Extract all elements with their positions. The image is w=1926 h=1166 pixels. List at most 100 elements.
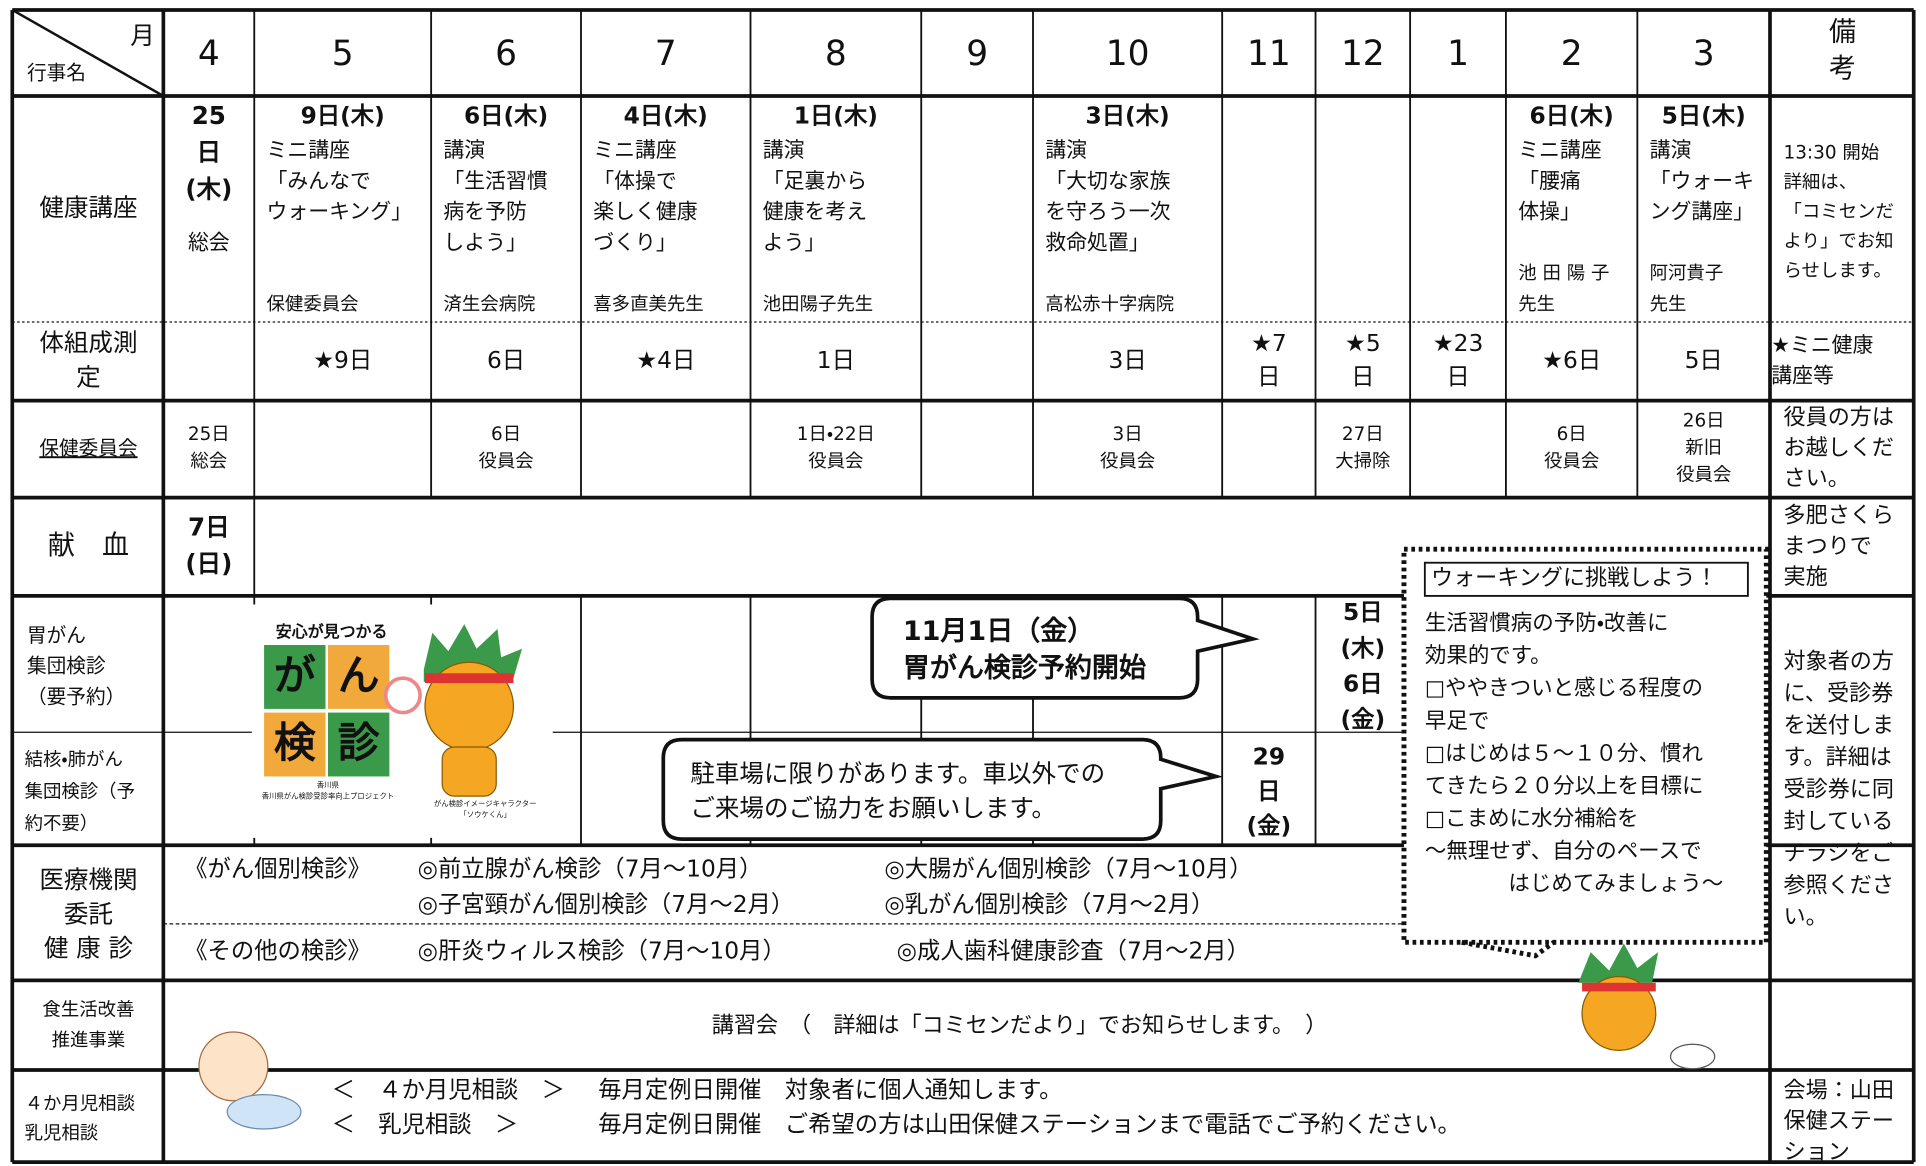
- runner-head: [1581, 976, 1657, 1051]
- walking-text: 早足で: [1425, 709, 1489, 734]
- cell-text: 総会: [190, 451, 227, 472]
- cell-text: ★4日: [636, 346, 695, 374]
- walking-title-box: [1423, 561, 1749, 597]
- baby-body: [226, 1093, 302, 1130]
- walking-text: はじめてみましょう～: [1508, 872, 1723, 897]
- dust-cloud: [1669, 1043, 1716, 1070]
- cell-text: 役員会: [478, 451, 533, 472]
- note-text: ★ミニ健康: [1771, 333, 1873, 357]
- month-header: 8: [825, 34, 847, 74]
- walking-text: □はじめは５～１０分、慣れ: [1425, 741, 1703, 766]
- callout-text: 11月1日（金）: [903, 616, 1094, 647]
- event-date: 6日: [1343, 669, 1383, 697]
- cell-text: 講演: [763, 138, 805, 162]
- cell-text: ミニ講座: [593, 138, 677, 162]
- logo-tile-text: ん: [338, 651, 380, 700]
- cell-text: 3日: [1113, 424, 1143, 445]
- note-text: 13:30 開始: [1784, 143, 1880, 164]
- month-header: 10: [1106, 34, 1150, 74]
- event-host: 阿河貴子: [1650, 263, 1724, 284]
- notes-header: 備: [1829, 17, 1856, 48]
- note-text: 参照くださ: [1784, 872, 1894, 898]
- checkup-item: ◎肝炎ウィルス検診（7月～10月）: [418, 937, 786, 965]
- month-header: 5: [332, 34, 354, 74]
- cell-text: 25日: [188, 424, 230, 445]
- cell-text: ＜ ４か月児相談 ＞: [332, 1075, 565, 1103]
- cell-text: ミニ講座: [1518, 138, 1602, 162]
- event-date: 6日(木): [1530, 101, 1614, 129]
- cell-text: ミニ講座: [267, 138, 351, 162]
- cell-text: づくり」: [593, 230, 677, 254]
- note-text: を送付しま: [1784, 713, 1894, 739]
- callout-text: ご来場のご協力をお願いします。: [690, 794, 1056, 823]
- cell-text: ★7: [1251, 329, 1287, 357]
- event-host: 池 田 陽 子: [1518, 263, 1609, 284]
- event-date: 日: [1257, 777, 1280, 805]
- cell-text: 役員会: [1676, 465, 1731, 486]
- cell-text: 「大切な家族: [1045, 169, 1170, 193]
- month-header: 12: [1341, 34, 1385, 74]
- group-heading: 《その他の検診》: [184, 937, 371, 965]
- cell-text: 3日: [1109, 346, 1147, 374]
- cell-text: 1日: [817, 346, 855, 374]
- cell-text: 「足裏から: [763, 169, 867, 193]
- cell-text: 26日: [1683, 410, 1725, 431]
- note-text: 封している: [1784, 808, 1894, 834]
- checkup-item: ◎成人歯科健康診査（7月～2月）: [897, 937, 1250, 965]
- row-label: 健康講座: [39, 193, 137, 222]
- logo-tile-text: 診: [338, 718, 380, 767]
- row-label: 定: [76, 362, 101, 391]
- month-header: 6: [495, 34, 517, 74]
- decorations: [198, 604, 1716, 1130]
- note-text: 役員の方は: [1784, 404, 1894, 430]
- cell-text: 「体操で: [593, 169, 677, 193]
- event-date: 5日: [1343, 598, 1383, 626]
- row-label: 約不要）: [25, 813, 99, 834]
- cell-text: 「みんなで: [267, 169, 371, 193]
- event-host: 保健委員会: [267, 294, 359, 315]
- event-date: (木): [1340, 634, 1385, 662]
- cell-text: 講演: [1650, 138, 1692, 162]
- cell-text: ウォーキング」: [267, 200, 413, 224]
- mascot-band: [424, 673, 514, 684]
- row-label: 集団検診: [27, 655, 106, 678]
- callouts: [661, 546, 1769, 959]
- cell-text: 日: [1351, 362, 1374, 390]
- corner-label: 行事名: [27, 61, 86, 84]
- event-date: 日: [197, 138, 222, 167]
- callout-text: 駐車場に限りがあります。車以外での: [690, 759, 1105, 788]
- walking-box: [1401, 546, 1769, 945]
- event-date: 29: [1253, 743, 1285, 771]
- event-date: 7日: [188, 512, 230, 541]
- logo-text: 香川県がん検診受診率向上プロジェクト: [262, 792, 394, 801]
- event-date: (金): [1340, 705, 1385, 733]
- logo-text: 香川県: [317, 781, 339, 790]
- cell-text: ★6日: [1542, 346, 1601, 374]
- group-heading: 《がん個別検診》: [184, 854, 371, 882]
- callout-text: 胃がん検診予約開始: [903, 652, 1146, 684]
- event-date: 25: [192, 101, 226, 130]
- cell-text: 「ウォーキ: [1650, 169, 1754, 193]
- cell-text: 6日: [487, 346, 525, 374]
- row-label: 委託: [64, 899, 113, 928]
- row-label: 献 血: [48, 530, 129, 561]
- walking-text: てきたら２０分以上を目標に: [1425, 774, 1704, 799]
- row-label: 推進事業: [52, 1030, 126, 1051]
- cell-text: 5日: [1685, 346, 1723, 374]
- month-header: 4: [198, 34, 220, 74]
- cell-text: 楽しく健康: [593, 200, 698, 224]
- note-text: 対象者の方: [1784, 649, 1894, 675]
- logo-tile: [327, 645, 390, 709]
- row-label: （要予約）: [27, 685, 125, 708]
- walking-text: 効果的です。: [1425, 644, 1552, 669]
- cell-text: 役員会: [1100, 451, 1155, 472]
- cell-text: 27日: [1342, 424, 1384, 445]
- cell-text: 役員会: [808, 451, 863, 472]
- cell-text: 病を予防: [443, 200, 527, 224]
- callout-box: [661, 737, 1224, 841]
- event-date: 5日(木): [1662, 101, 1746, 129]
- cell-text: 体操」: [1518, 200, 1581, 224]
